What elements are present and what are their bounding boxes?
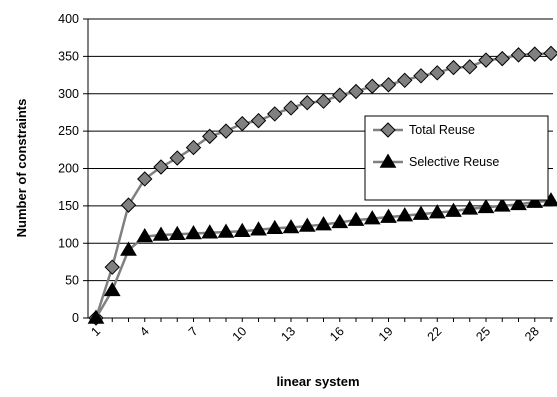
- x-tick-label: 1: [88, 324, 103, 339]
- data-point: [284, 101, 298, 115]
- y-tick-label: 300: [58, 87, 79, 101]
- data-point: [252, 114, 266, 128]
- legend-label: Selective Reuse: [409, 155, 499, 169]
- data-point: [447, 61, 461, 75]
- x-tick-label: 7: [186, 324, 201, 339]
- x-tick-label: 10: [230, 324, 250, 344]
- y-tick-label: 200: [58, 162, 79, 176]
- data-point: [333, 88, 347, 102]
- data-point: [414, 69, 428, 83]
- data-point: [122, 198, 136, 212]
- y-tick-label: 250: [58, 124, 79, 138]
- x-tick-label: 25: [473, 324, 493, 344]
- data-point: [528, 47, 542, 61]
- data-point: [365, 79, 379, 93]
- series-2: [89, 193, 557, 323]
- legend-label: Total Reuse: [409, 123, 475, 137]
- y-tick-label: 50: [65, 274, 79, 288]
- y-tick-label: 150: [58, 199, 79, 213]
- data-point: [398, 73, 412, 87]
- data-point: [430, 66, 444, 80]
- data-point: [235, 117, 249, 131]
- data-point: [268, 107, 282, 121]
- x-axis-title: linear system: [276, 374, 359, 389]
- y-tick-label: 100: [58, 236, 79, 250]
- data-point: [544, 46, 557, 60]
- data-point: [187, 141, 201, 155]
- x-tick-label: 22: [425, 324, 445, 344]
- y-tick-label: 400: [58, 12, 79, 26]
- data-point: [300, 96, 314, 110]
- x-tick-label: 28: [522, 324, 542, 344]
- data-point: [495, 52, 509, 66]
- x-tick-label: 4: [137, 324, 152, 339]
- y-axis-title: Number of constraints: [14, 99, 29, 238]
- y-tick-label: 350: [58, 49, 79, 63]
- data-point: [170, 151, 184, 165]
- data-point: [382, 78, 396, 92]
- data-point: [349, 85, 363, 99]
- x-tick-label: 13: [278, 324, 298, 344]
- data-point: [512, 48, 526, 62]
- data-point: [479, 53, 493, 67]
- legend: Total Reuse Selective Reuse: [365, 116, 548, 200]
- x-tick-label: 16: [327, 324, 347, 344]
- data-point: [463, 60, 477, 74]
- data-point: [105, 260, 119, 274]
- y-tick-label: 0: [72, 311, 79, 325]
- x-tick-label: 19: [376, 324, 396, 344]
- data-point: [317, 94, 331, 108]
- data-point: [219, 124, 233, 138]
